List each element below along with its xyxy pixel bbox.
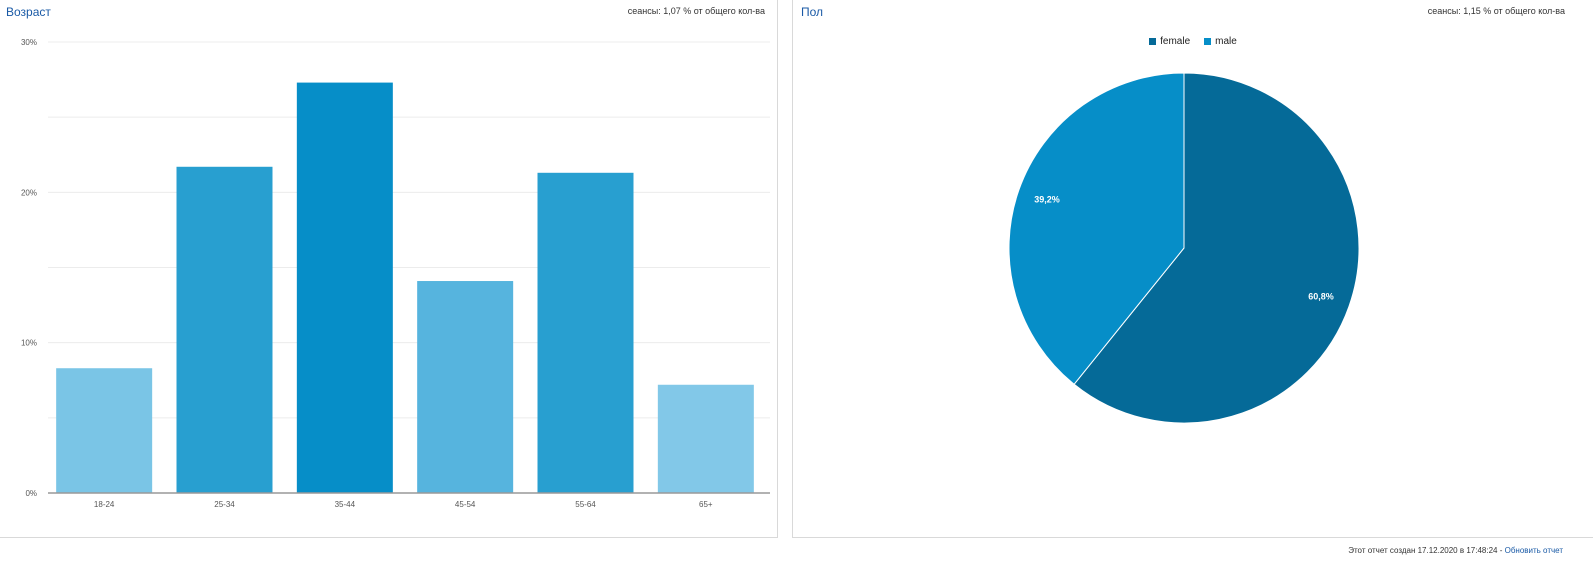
x-tick-label: 55-64 xyxy=(575,500,596,509)
bar-65+[interactable] xyxy=(657,384,754,493)
bar-25-34[interactable] xyxy=(176,166,273,493)
y-tick-label: 30% xyxy=(21,38,37,47)
x-tick-label: 45-54 xyxy=(455,500,476,509)
refresh-report-link[interactable]: Обновить отчет xyxy=(1504,546,1563,555)
x-tick-label: 35-44 xyxy=(335,500,356,509)
age-panel-meta: сеансы: 1,07 % от общего кол-ва xyxy=(627,6,765,16)
x-tick-label: 18-24 xyxy=(94,500,115,509)
legend-item-female[interactable]: female xyxy=(1149,36,1190,47)
bar-18-24[interactable] xyxy=(56,368,153,493)
age-panel: Возраст сеансы: 1,07 % от общего кол-ва … xyxy=(0,0,778,538)
pie-slice-male[interactable] xyxy=(1008,72,1185,385)
report-footer: Этот отчет создан 17.12.2020 в 17:48:24 … xyxy=(1348,546,1563,555)
age-panel-title[interactable]: Возраст xyxy=(6,5,51,19)
gender-panel: Пол сеансы: 1,15 % от общего кол-ва fema… xyxy=(792,0,1593,538)
gender-legend: female male xyxy=(793,36,1593,47)
y-tick-label: 20% xyxy=(21,188,37,197)
legend-label-female: female xyxy=(1160,36,1191,47)
gender-pie-chart: 60,8% 39,2% xyxy=(1008,72,1360,424)
x-tick-label: 25-34 xyxy=(214,500,235,509)
age-bar-chart: 0% 10% 20% 30% 18-24 25-34 35-44 45-54 55-64 65+ xyxy=(21,38,770,509)
pie-slice-female[interactable] xyxy=(1073,72,1360,424)
gender-panel-meta: сеансы: 1,15 % от общего кол-ва xyxy=(1427,6,1565,16)
report-created-text: Этот отчет создан 17.12.2020 в 17:48:24 … xyxy=(1348,546,1503,555)
y-tick-label: 10% xyxy=(21,339,37,348)
gender-panel-title[interactable]: Пол xyxy=(801,5,824,19)
bar-55-64[interactable] xyxy=(537,172,634,494)
y-tick-label: 0% xyxy=(25,489,37,498)
bar-35-44[interactable] xyxy=(296,82,393,493)
legend-item-male[interactable]: male xyxy=(1204,36,1237,47)
legend-swatch-male xyxy=(1204,38,1212,45)
pie-slice-label: 39,2% xyxy=(1034,195,1060,205)
legend-label-male: male xyxy=(1215,36,1237,47)
pie-slice-label: 60,8% xyxy=(1308,291,1334,301)
legend-swatch-female xyxy=(1149,38,1157,45)
bar-45-54[interactable] xyxy=(417,281,514,493)
x-tick-label: 65+ xyxy=(699,500,713,509)
